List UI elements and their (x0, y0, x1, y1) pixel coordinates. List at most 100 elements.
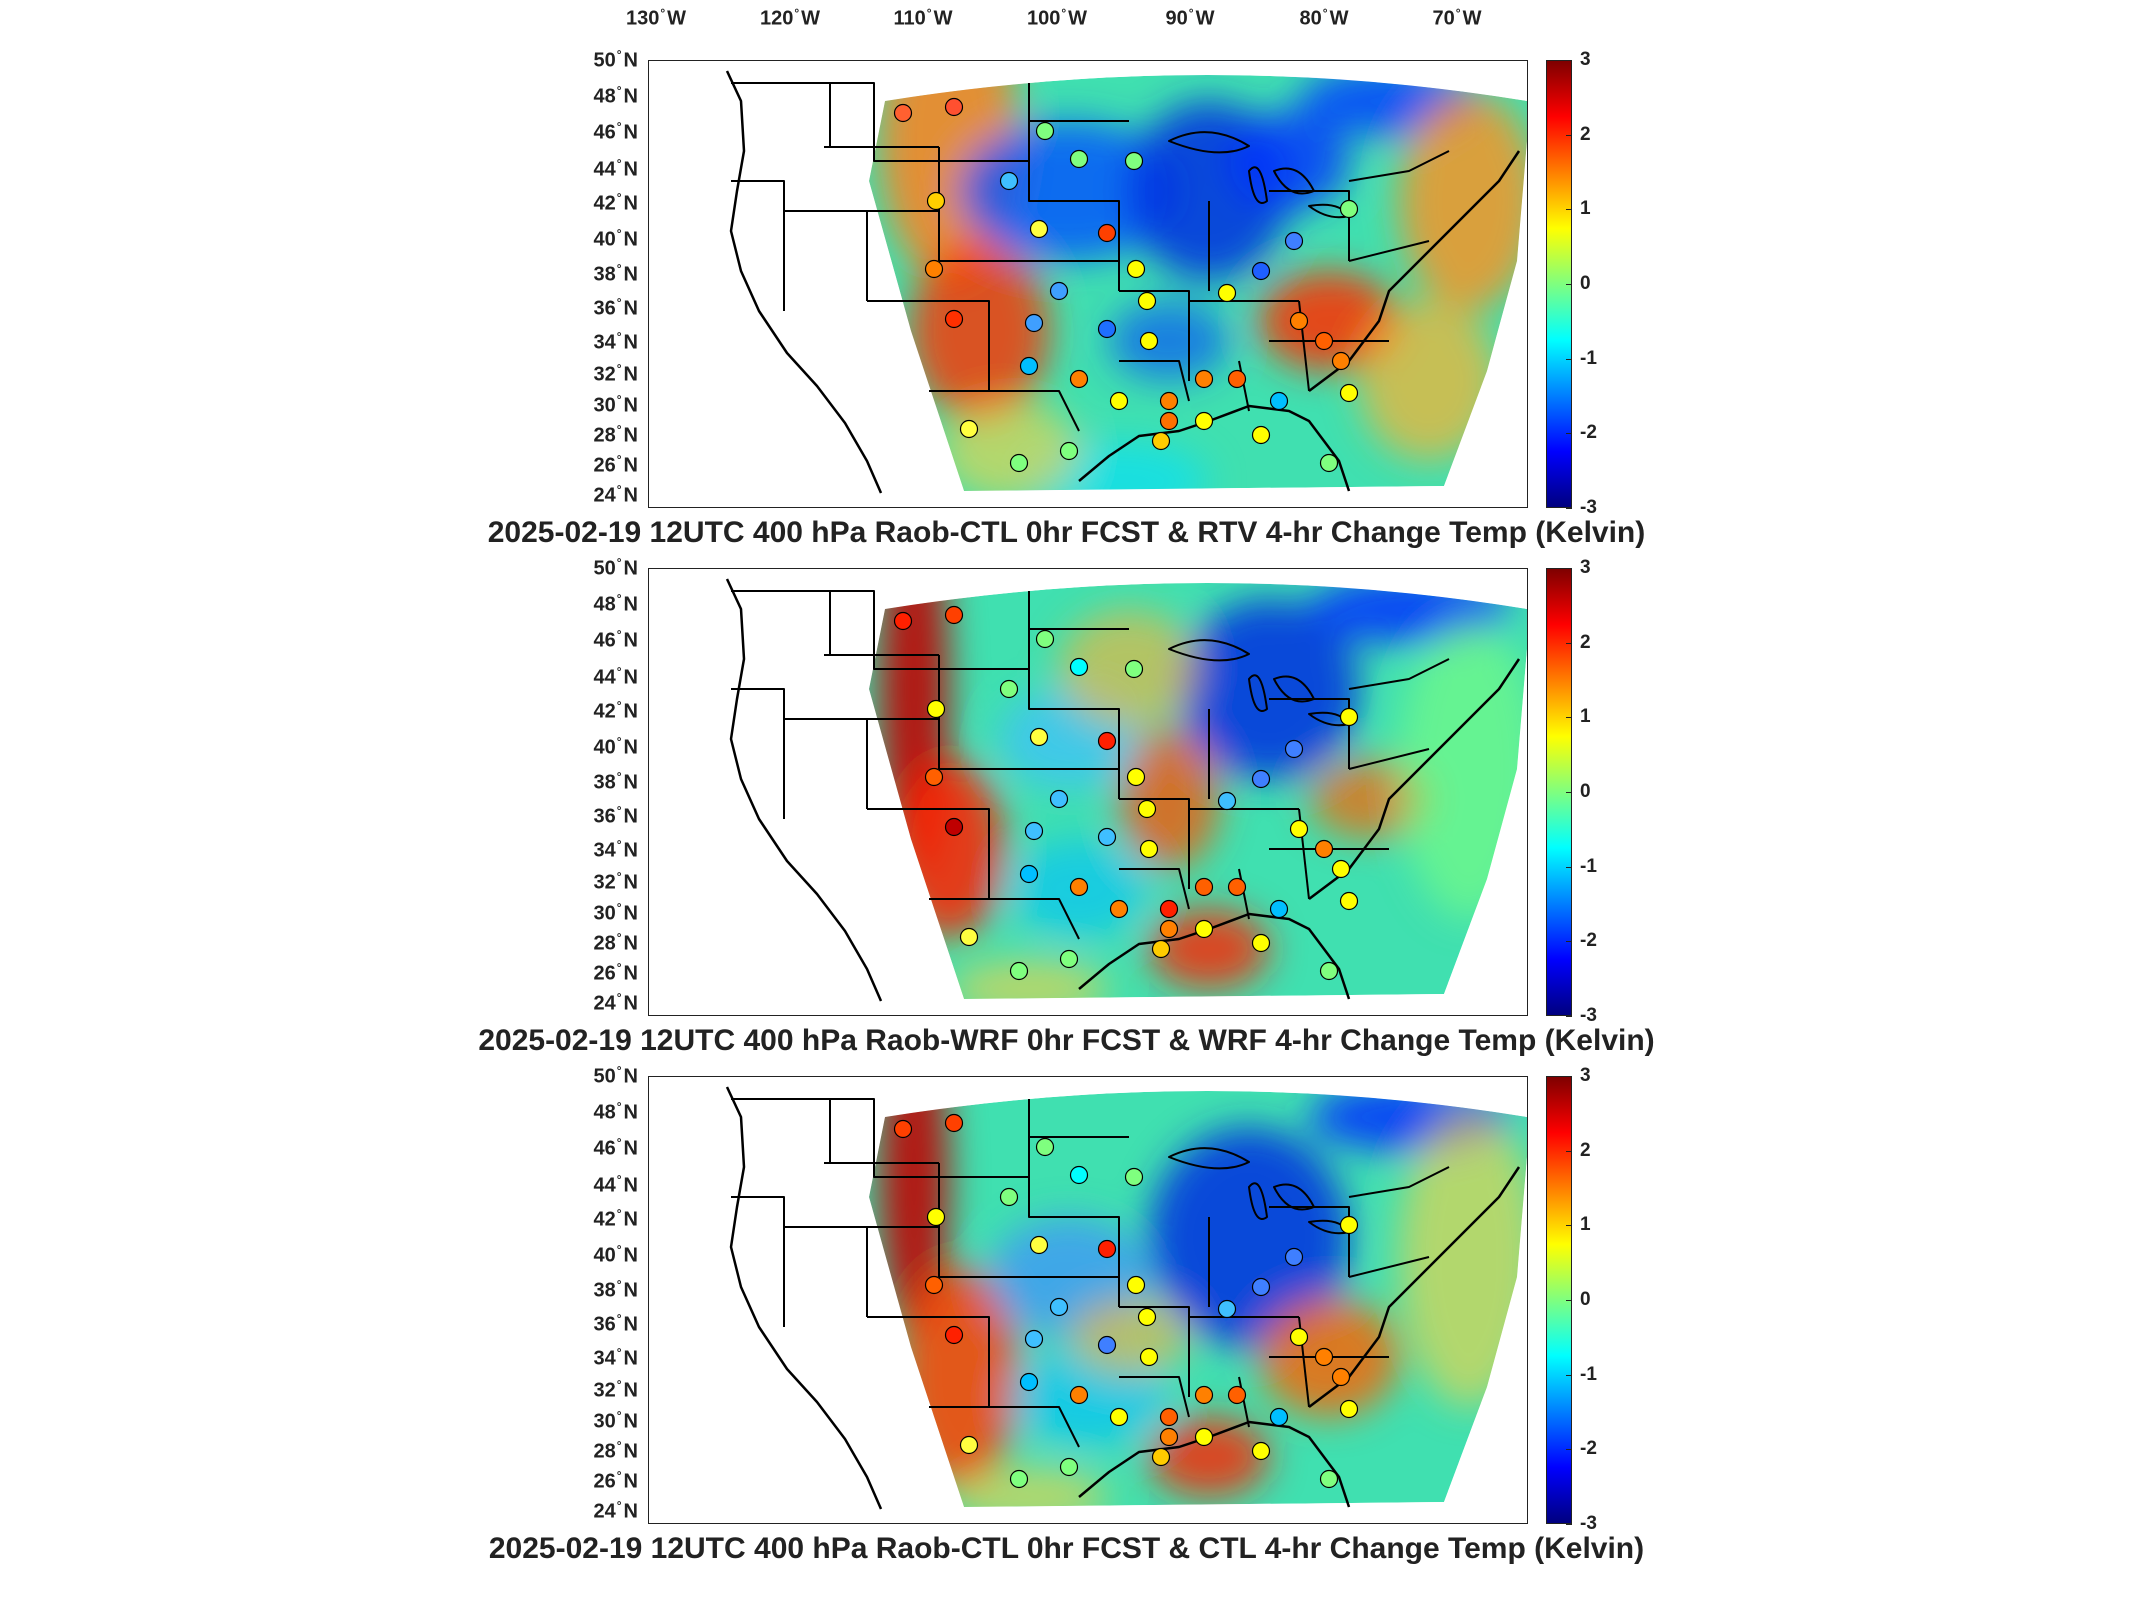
raob-station-marker (1159, 1427, 1179, 1447)
field-anomaly (1229, 111, 1349, 211)
colorbar-tick: 2 (1566, 631, 1591, 653)
raob-station-marker (1319, 961, 1339, 981)
raob-station-marker (1137, 1307, 1157, 1327)
field-anomaly (1149, 909, 1269, 989)
raob-station-marker (1059, 1457, 1079, 1477)
raob-station-marker (1059, 441, 1079, 461)
field-anomaly (1069, 1297, 1189, 1377)
raob-station-marker (1284, 1247, 1304, 1267)
longitude-axis: 130° W 120° W 110° W 100° W 90° W 80° W 70° W (0, 6, 2133, 34)
raob-station-marker (1035, 629, 1055, 649)
raob-station-marker (1331, 1367, 1351, 1387)
raob-stations (893, 1113, 1359, 1489)
lat-label: 44° N (593, 1172, 638, 1197)
raob-station-marker (944, 817, 964, 837)
raob-station-marker (926, 699, 946, 719)
raob-station-marker (1289, 819, 1309, 839)
lon-label: 80° W (1299, 6, 1349, 30)
field-anomaly (1359, 301, 1499, 461)
raob-station-marker (1035, 1137, 1055, 1157)
colorbar-tick: 1 (1566, 1214, 1591, 1236)
raob-station-marker (1069, 1385, 1089, 1405)
raob-stations (893, 605, 1359, 981)
raob-station-marker (1139, 1347, 1159, 1367)
field-anomaly (1109, 301, 1229, 381)
colorbar-tick: 0 (1566, 1289, 1591, 1310)
panel-title: 2025-02-19 12UTC 400 hPa Raob-CTL 0hr FC… (488, 1532, 1645, 1565)
field-anomaly (1149, 1417, 1269, 1497)
lat-label: 50° N (593, 555, 638, 580)
raob-station-marker (1339, 383, 1359, 403)
raob-station-marker (944, 309, 964, 329)
raob-station-marker (1159, 899, 1179, 919)
lon-label: 100° W (1026, 6, 1088, 30)
raob-station-marker (1314, 839, 1334, 859)
raob-station-marker (959, 927, 979, 947)
raob-station-marker (1227, 1385, 1247, 1405)
raob-station-marker (1194, 1427, 1214, 1447)
raob-station-marker (924, 1275, 944, 1295)
raob-station-marker (1069, 149, 1089, 169)
map-frame (648, 568, 1528, 1016)
field-anomaly (949, 1467, 1109, 1507)
panel-title: 2025-02-19 12UTC 400 hPa Raob-CTL 0hr FC… (487, 516, 1646, 549)
raob-station-marker (1251, 769, 1271, 789)
lat-label: 42° N (593, 191, 638, 215)
raob-station-marker (1109, 391, 1129, 411)
lon-label: 130° W (625, 6, 687, 30)
lat-label: 34° N (593, 837, 638, 862)
raob-station-marker (1194, 1385, 1214, 1405)
lat-label: 30° N (593, 900, 638, 925)
boundaries (725, 1086, 1521, 1510)
temperature-change-map (725, 578, 1527, 1002)
raob-station-marker (1217, 791, 1237, 811)
lat-label: 38° N (593, 1277, 638, 1302)
lat-label: 44° N (593, 664, 638, 689)
raob-station-marker (1251, 261, 1271, 281)
field-anomaly (1179, 599, 1359, 779)
raob-station-marker (1194, 369, 1214, 389)
temperature-field (869, 583, 1527, 999)
raob-station-marker (1035, 121, 1055, 141)
lat-label: 36° N (593, 803, 638, 828)
raob-station-marker (944, 605, 964, 625)
lat-label: 32° N (593, 361, 638, 385)
lat-label: 26° N (593, 960, 638, 985)
lat-label: 48° N (593, 591, 638, 616)
raob-station-marker (1339, 1215, 1359, 1235)
raob-station-marker (1069, 369, 1089, 389)
lat-label: 48° N (593, 83, 638, 108)
lon-label: 120° W (759, 6, 821, 30)
lat-label: 28° N (593, 931, 638, 955)
raob-station-marker (1139, 839, 1159, 859)
raob-station-marker (1159, 391, 1179, 411)
colorbar-tick: -2 (1566, 930, 1597, 952)
raob-station-marker (944, 1325, 964, 1345)
lat-label: 38° N (593, 261, 638, 286)
colorbar-tick: 0 (1566, 273, 1591, 294)
raob-station-marker (1097, 1335, 1117, 1355)
raob-station-marker (1339, 891, 1359, 911)
lat-label: 42° N (593, 1207, 638, 1231)
raob-station-marker (1069, 657, 1089, 677)
raob-station-marker (1069, 1165, 1089, 1185)
lat-label: 26° N (593, 1468, 638, 1493)
raob-station-marker (944, 1113, 964, 1133)
raob-station-marker (1319, 1469, 1339, 1489)
lat-label: 36° N (593, 295, 638, 320)
lat-label: 40° N (593, 226, 638, 251)
raob-station-marker (1339, 199, 1359, 219)
colorbar-tick: 2 (1566, 123, 1591, 145)
lon-label: 90° W (1165, 6, 1215, 30)
raob-station-marker (1029, 1235, 1049, 1255)
raob-station-marker (1019, 864, 1039, 884)
raob-station-marker (1124, 151, 1144, 171)
map-frame (648, 60, 1528, 508)
raob-station-marker (1137, 291, 1157, 311)
raob-station-marker (893, 1119, 913, 1139)
lat-label: 28° N (593, 1439, 638, 1463)
raob-station-marker (1126, 1275, 1146, 1295)
colorbar-tick: 3 (1566, 1065, 1591, 1086)
raob-station-marker (1331, 351, 1351, 371)
raob-station-marker (1251, 933, 1271, 953)
